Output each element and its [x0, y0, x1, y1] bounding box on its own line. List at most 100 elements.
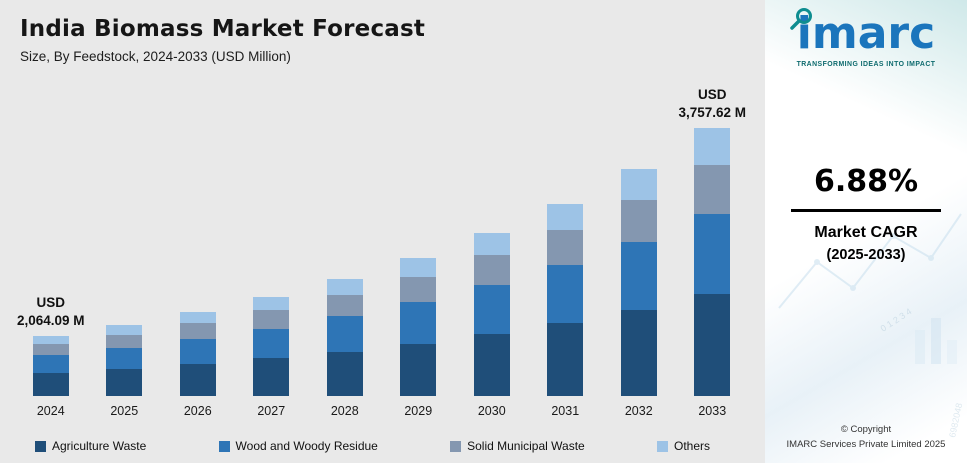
cagr-divider [791, 209, 941, 212]
bar-2027 [253, 297, 290, 396]
bar-segment-others-2031 [547, 204, 584, 230]
cagr-period: (2025-2033) [826, 247, 906, 263]
bar-column-2033: USD 3,757.62 M 2033 [676, 86, 750, 420]
bar-series-area: USD 2,064.09 M 2024 2025 2026 2027 2028 2029 203… [14, 86, 749, 420]
bar-2033 [694, 128, 731, 396]
bar-column-2032: 2032 [602, 86, 676, 420]
legend-label-agriculture-waste: Agriculture Waste [52, 439, 147, 453]
bar-segment-wood-and-woody-residue-2032 [620, 241, 657, 310]
legend-label-solid-municipal-waste: Solid Municipal Waste [467, 439, 585, 453]
bar-segment-agriculture-waste-2033 [694, 294, 731, 396]
bar-segment-solid-municipal-waste-2024 [32, 344, 69, 356]
x-axis-label-2032: 2032 [624, 404, 653, 418]
x-axis-label-2031: 2031 [551, 404, 580, 418]
bar-segment-wood-and-woody-residue-2026 [179, 338, 216, 365]
bar-segment-solid-municipal-waste-2029 [400, 276, 437, 303]
bar-2026 [179, 312, 216, 396]
legend-label-wood-and-woody-residue: Wood and Woody Residue [235, 439, 378, 453]
bar-segment-agriculture-waste-2030 [473, 334, 510, 396]
legend-swatch-agriculture-waste [35, 440, 46, 452]
x-axis-label-2033: 2033 [698, 404, 727, 419]
bar-segment-solid-municipal-waste-2027 [253, 310, 290, 329]
bar-value-label-2024: USD 2,064.09 M [16, 294, 85, 328]
bar-2032 [620, 169, 657, 396]
bar-segment-solid-municipal-waste-2033 [694, 164, 731, 215]
bar-segment-wood-and-woody-residue-2031 [547, 265, 584, 324]
bar-segment-others-2027 [253, 297, 290, 311]
bar-segment-others-2029 [400, 258, 437, 277]
page-subtitle: Size, By Feedstock, 2024-2033 (USD Milli… [20, 49, 291, 64]
bar-column-2026: 2026 [161, 86, 235, 420]
logo-tagline: TRANSFORMING IDEAS INTO IMPACT [796, 61, 936, 68]
legend-item-others: Others [656, 439, 710, 453]
bar-segment-solid-municipal-waste-2030 [473, 255, 510, 286]
legend-swatch-wood-and-woody-residue [218, 440, 230, 452]
x-axis-label-2026: 2026 [183, 404, 212, 418]
logo-wordmark: imarc [796, 8, 936, 59]
bar-column-2031: 2031 [529, 86, 603, 420]
bar-segment-solid-municipal-waste-2025 [106, 334, 143, 348]
bar-segment-wood-and-woody-residue-2025 [106, 347, 143, 369]
legend-item-agriculture-waste: Agriculture Waste [35, 439, 146, 453]
bar-segment-agriculture-waste-2024 [32, 373, 69, 396]
bar-2025 [106, 325, 143, 396]
chart-legend: Agriculture Waste Wood and Woody Residue S… [35, 439, 710, 453]
bar-2024 [32, 336, 69, 396]
bar-segment-others-2033 [694, 128, 731, 165]
x-axis-label-2025: 2025 [110, 404, 139, 418]
bar-segment-agriculture-waste-2029 [400, 343, 437, 396]
bar-segment-solid-municipal-waste-2028 [326, 294, 363, 317]
legend-item-solid-municipal-waste: Solid Municipal Waste [450, 439, 585, 453]
bar-segment-others-2026 [179, 312, 216, 324]
cagr-value: 6.88% [813, 164, 919, 199]
bar-segment-wood-and-woody-residue-2030 [473, 285, 510, 335]
bar-segment-others-2025 [106, 325, 143, 335]
bar-segment-solid-municipal-waste-2026 [179, 323, 216, 339]
watermark-axis-numbers: 0 1 2 3 4 [879, 306, 914, 333]
bar-segment-agriculture-waste-2032 [620, 309, 657, 396]
info-panel: 0 1 2 3 4 6982048 imarc TRANSFORMING IDE… [765, 0, 967, 463]
bar-column-2024: USD 2,064.09 M 2024 [14, 86, 88, 420]
imarc-logo: imarc TRANSFORMING IDEAS INTO IMPACT [765, 0, 967, 68]
bar-2028 [326, 279, 363, 396]
legend-item-wood-and-woody-residue: Wood and Woody Residue [218, 439, 378, 453]
bar-segment-wood-and-woody-residue-2027 [253, 328, 290, 359]
copyright-line1: © Copyright [840, 423, 892, 435]
bar-column-2030: 2030 [455, 86, 529, 420]
page-title: India Biomass Market Forecast [20, 16, 426, 42]
copyright: © Copyright IMARC Services Private Limit… [765, 422, 967, 452]
magnifier-icon [790, 8, 812, 30]
bar-segment-solid-municipal-waste-2031 [547, 229, 584, 266]
bar-segment-others-2030 [473, 233, 510, 255]
bar-column-2025: 2025 [88, 86, 162, 420]
bar-segment-wood-and-woody-residue-2024 [32, 355, 69, 374]
x-axis-label-2028: 2028 [330, 404, 359, 418]
bar-segment-wood-and-woody-residue-2029 [400, 302, 437, 344]
bar-segment-others-2032 [620, 169, 657, 200]
legend-swatch-others [656, 440, 668, 452]
legend-swatch-solid-municipal-waste [450, 440, 462, 452]
bar-segment-agriculture-waste-2028 [326, 351, 363, 396]
bar-segment-wood-and-woody-residue-2028 [326, 316, 363, 352]
legend-label-others: Others [673, 439, 710, 453]
copyright-line2: IMARC Services Private Limited 2025 [786, 438, 946, 450]
bar-column-2028: 2028 [308, 86, 382, 420]
stacked-bar-chart: USD 2,064.09 M 2024 2025 2026 2027 2028 2029 203… [14, 86, 749, 420]
chart-panel: India Biomass Market Forecast Size, By F… [0, 0, 765, 463]
x-axis-label-2027: 2027 [257, 404, 286, 418]
x-axis-label-2029: 2029 [404, 404, 433, 418]
bar-segment-others-2024 [32, 336, 69, 345]
bar-2029 [400, 258, 437, 396]
cagr-label: Market CAGR [814, 224, 918, 241]
bar-value-label-2033: USD 3,757.62 M [678, 87, 747, 121]
bar-2030 [473, 233, 510, 396]
bar-2031 [547, 204, 584, 396]
x-axis-label-2030: 2030 [477, 404, 506, 418]
bar-segment-agriculture-waste-2027 [253, 358, 290, 396]
bar-column-2029: 2029 [382, 86, 456, 420]
bar-column-2027: 2027 [235, 86, 309, 420]
bar-segment-others-2028 [326, 279, 363, 295]
bar-segment-wood-and-woody-residue-2033 [694, 214, 731, 295]
bar-segment-agriculture-waste-2031 [547, 323, 584, 396]
